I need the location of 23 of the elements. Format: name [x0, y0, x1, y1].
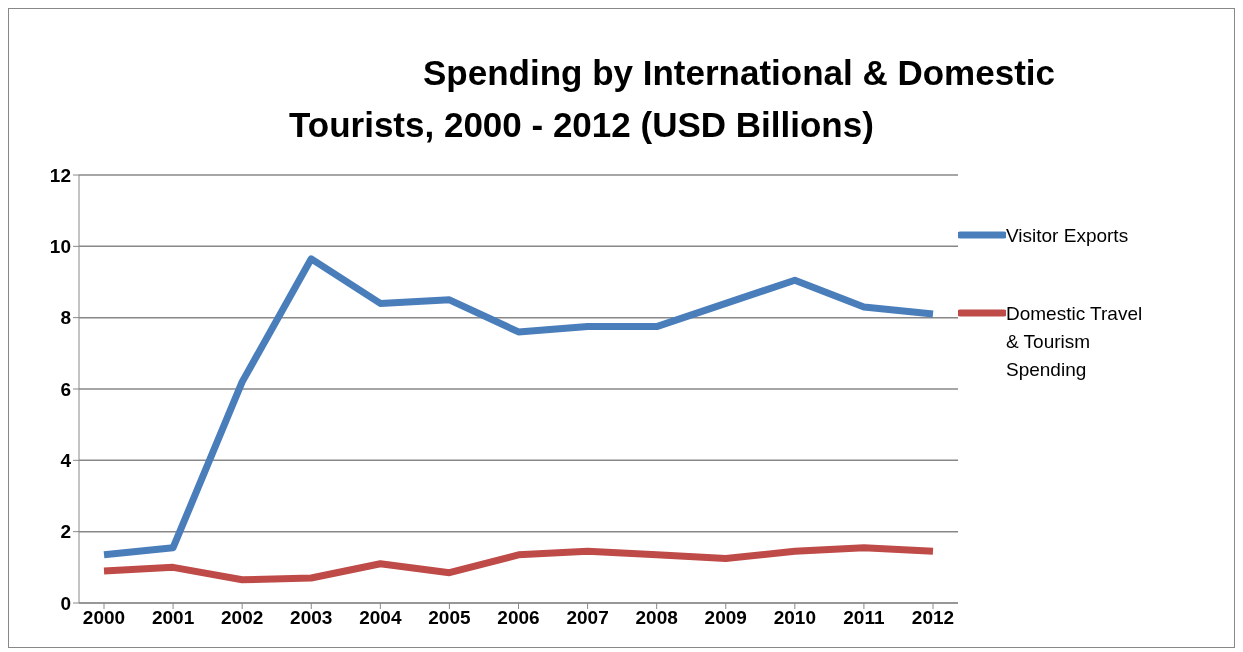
legend-label: Visitor Exports: [1006, 224, 1129, 248]
y-tick-label: 8: [60, 307, 71, 329]
x-tick-label: 2002: [221, 607, 264, 629]
y-tick-label: 10: [49, 236, 71, 258]
x-tick-label: 2000: [82, 607, 126, 629]
x-tick-label: 2005: [428, 607, 471, 629]
x-tick-label: 2009: [704, 607, 747, 629]
x-tick-label: 2011: [843, 607, 885, 629]
x-tick-label: 2001: [151, 607, 195, 629]
y-tick-label: 4: [60, 450, 72, 472]
chart-title: Spending by International & Domestic Tourists, 2000 - 2012 (USD Billions): [289, 52, 1056, 146]
x-tick-label: 2004: [359, 607, 402, 629]
y-tick-label: 6: [60, 378, 71, 400]
y-tick-label: 0: [60, 592, 71, 614]
legend-label: Domestic Travel & Tourism Spending: [1006, 302, 1144, 382]
x-tick-label: 2010: [773, 607, 816, 629]
x-tick-label: 2007: [566, 607, 609, 629]
x-tick-label: 2006: [497, 607, 540, 629]
x-tick-label: 2003: [290, 607, 333, 629]
x-tick-label: 2012: [911, 607, 955, 629]
y-tick-label: 2: [60, 521, 71, 543]
y-tick-label: 12: [49, 164, 71, 186]
x-tick-label: 2008: [635, 607, 678, 629]
